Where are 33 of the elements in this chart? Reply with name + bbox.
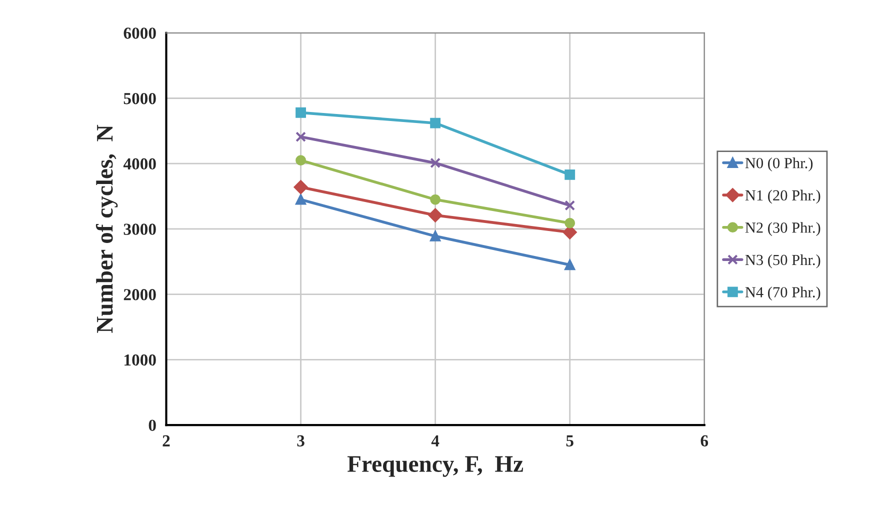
legend-label: N4 (70 Phr.) <box>745 286 820 300</box>
legend-label: N1 (20 Phr.) <box>745 190 820 204</box>
y-axis-title: Number of cycles, N <box>96 124 118 333</box>
point <box>564 218 576 228</box>
x-tick-label: 6 <box>700 435 708 446</box>
point <box>430 118 441 128</box>
point <box>564 200 576 211</box>
y-tick-label: 6000 <box>124 28 156 39</box>
point <box>430 194 441 205</box>
point <box>564 260 576 270</box>
x-tick-label: 2 <box>162 435 170 446</box>
point <box>296 132 306 142</box>
point <box>296 194 306 205</box>
point <box>430 230 441 242</box>
legend-label: N0 (0 Phr.) <box>745 158 813 172</box>
point <box>564 170 576 180</box>
y-tick-label: 5000 <box>124 92 156 104</box>
legend-label: N3 (50 Phr.) <box>745 254 820 268</box>
legend-label: N2 (30 Phr.) <box>745 222 820 236</box>
x-tick-label: 3 <box>297 435 304 446</box>
y-tick-label: 1000 <box>124 354 156 366</box>
x-tick-label: 4 <box>431 435 440 446</box>
x-axis-title: Frequency, F, Hz <box>347 456 524 477</box>
y-tick-label: 2000 <box>124 289 156 300</box>
point <box>430 158 441 168</box>
y-tick-label: 3000 <box>124 224 156 235</box>
x-tick-label: 5 <box>566 435 574 446</box>
y-tick-label: 4000 <box>123 158 156 170</box>
point <box>296 155 306 166</box>
point <box>296 107 306 118</box>
y-tick-label: 0 <box>148 420 156 431</box>
point <box>428 208 442 222</box>
point <box>294 180 308 194</box>
